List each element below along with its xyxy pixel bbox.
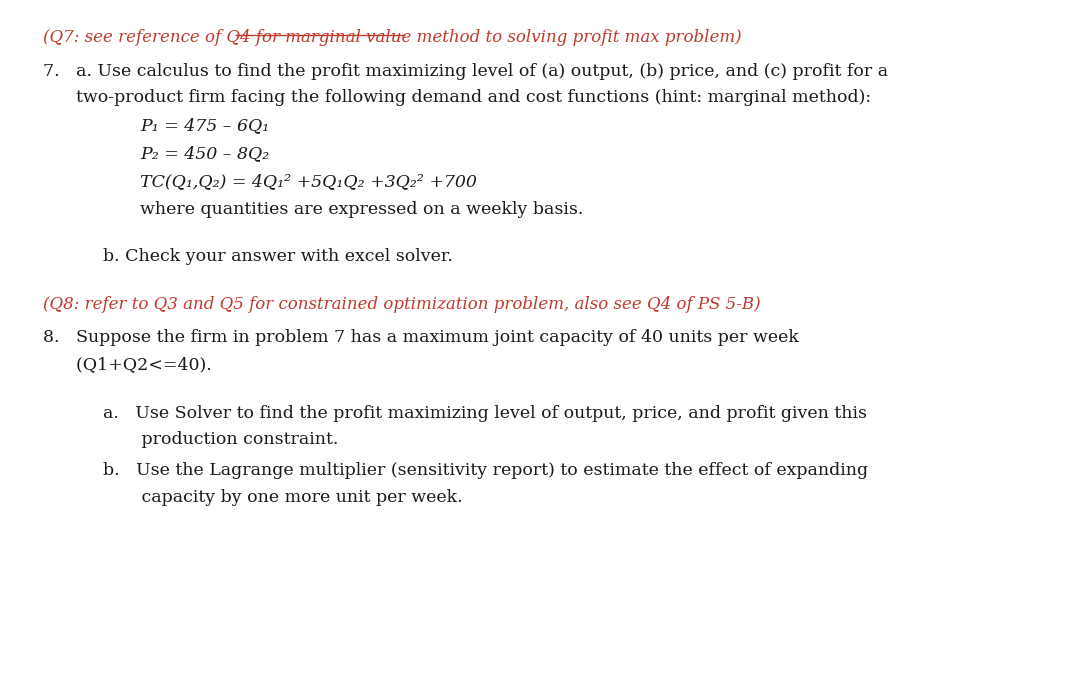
Text: where quantities are expressed on a weekly basis.: where quantities are expressed on a week… xyxy=(140,201,584,218)
Text: 7.   a. Use calculus to find the profit maximizing level of (a) output, (b) pric: 7. a. Use calculus to find the profit ma… xyxy=(43,63,889,80)
Text: (Q1+Q2<=40).: (Q1+Q2<=40). xyxy=(43,356,212,373)
Text: (Q7: see reference of Q4 for marginal value method to solving profit max problem: (Q7: see reference of Q4 for marginal va… xyxy=(43,29,742,46)
Text: b. Check your answer with excel solver.: b. Check your answer with excel solver. xyxy=(103,248,453,265)
Text: 8.   Suppose the firm in problem 7 has a maximum joint capacity of 40 units per : 8. Suppose the firm in problem 7 has a m… xyxy=(43,329,799,346)
Text: b.   Use the Lagrange multiplier (sensitivity report) to estimate the effect of : b. Use the Lagrange multiplier (sensitiv… xyxy=(103,462,867,479)
Text: TC(Q₁,Q₂) = 4Q₁² +5Q₁Q₂ +3Q₂² +700: TC(Q₁,Q₂) = 4Q₁² +5Q₁Q₂ +3Q₂² +700 xyxy=(140,173,477,190)
Text: a.   Use Solver to find the profit maximizing level of output, price, and profit: a. Use Solver to find the profit maximiz… xyxy=(103,405,866,422)
Text: P₂ = 450 – 8Q₂: P₂ = 450 – 8Q₂ xyxy=(140,145,270,162)
Text: (Q8: refer to Q3 and Q5 for constrained optimization problem, also see Q4 of PS : (Q8: refer to Q3 and Q5 for constrained … xyxy=(43,296,760,313)
Text: two-product firm facing the following demand and cost functions (hint: marginal : two-product firm facing the following de… xyxy=(43,89,872,106)
Text: production constraint.: production constraint. xyxy=(103,431,338,448)
Text: capacity by one more unit per week.: capacity by one more unit per week. xyxy=(103,489,462,505)
Text: P₁ = 475 – 6Q₁: P₁ = 475 – 6Q₁ xyxy=(140,117,270,134)
